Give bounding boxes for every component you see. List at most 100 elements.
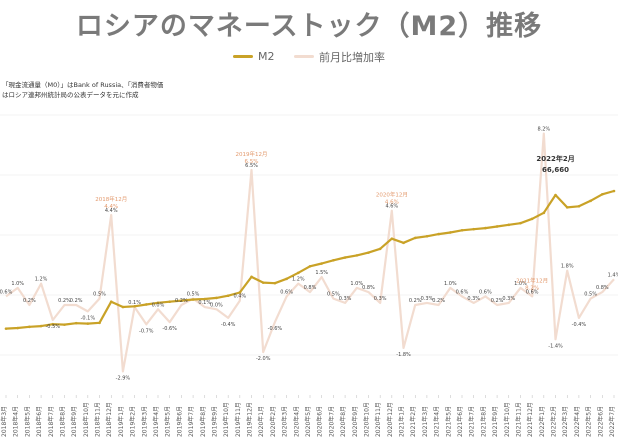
x-tick-label: 2021年11月 <box>514 402 522 437</box>
x-tick-label: 2021年5月 <box>444 406 452 437</box>
m2-point <box>51 322 55 326</box>
m2-point <box>98 321 101 325</box>
pct-data-label: 1.5% <box>315 270 328 276</box>
x-tick-label: 2018年6月 <box>35 406 43 437</box>
m2-point <box>203 297 207 301</box>
x-tick-label: 2020年3月 <box>281 406 289 437</box>
pct-callout-label: 2021年12月 <box>516 276 548 284</box>
pct-data-label: -0.7% <box>139 328 154 334</box>
pct-data-label: 0.6% <box>280 289 293 295</box>
pct-data-label: 0.6% <box>456 289 469 295</box>
pct-data-label: -0.5% <box>46 324 61 330</box>
pct-data-label: 1.8% <box>561 264 574 270</box>
pct-data-label: 0.2% <box>491 298 504 304</box>
x-tick-label: 2022年2月 <box>550 406 558 437</box>
m2-point <box>261 281 265 284</box>
x-tick-label: 2021年12月 <box>526 402 534 437</box>
x-tick-label: 2018年7月 <box>47 406 55 437</box>
pct-data-label: 1.2% <box>35 277 48 283</box>
pct-data-label: 1.0% <box>444 281 457 287</box>
x-tick-label: 2018年10月 <box>82 402 90 437</box>
x-tick-label: 2019年11月 <box>234 402 242 437</box>
m2-point <box>215 296 218 300</box>
legend-item-pct: 前月比増加率 <box>294 49 385 65</box>
m2-point <box>156 301 160 305</box>
pct-data-label: 1.0% <box>11 281 24 287</box>
m2-point <box>402 241 405 245</box>
m2-point <box>273 281 277 285</box>
pct-data-label: 0.5% <box>187 292 200 298</box>
x-tick-label: 2019年6月 <box>175 406 183 437</box>
x-tick-label: 2018年8月 <box>58 406 66 437</box>
pct-data-label: 1.0% <box>350 281 363 287</box>
pct-data-label: 0.8% <box>596 285 609 291</box>
m2-point <box>378 247 382 251</box>
x-tick-label: 2019年12月 <box>246 402 254 437</box>
x-tick-label: 2020年7月 <box>327 406 335 437</box>
x-tick-label: 2018年12月 <box>105 402 113 437</box>
pct-data-label: 0.3% <box>467 296 480 302</box>
m2-point <box>320 262 323 265</box>
m2-point <box>109 300 113 303</box>
x-tick-label: 2021年2月 <box>409 406 417 437</box>
x-tick-label: 2021年4月 <box>433 406 441 437</box>
x-tick-label: 2020年9月 <box>351 406 359 437</box>
x-tick-label: 2018年4月 <box>12 406 20 437</box>
m2-point <box>565 206 569 209</box>
m2-point <box>16 326 19 330</box>
m2-point <box>355 254 359 257</box>
x-tick-label: 2018年9月 <box>70 406 78 437</box>
pct-data-label: 0.1% <box>198 300 211 306</box>
pct-data-label: 8.2% <box>537 127 550 133</box>
x-tick-label: 2020年11月 <box>374 402 382 437</box>
pct-data-label: 0.6% <box>479 289 492 295</box>
m2-callout-label: 2022年2月 <box>536 154 574 163</box>
pct-data-label: 0.5% <box>327 292 340 298</box>
m2-point <box>554 193 557 197</box>
pct-data-label: -0.4% <box>221 322 236 328</box>
x-tick-label: 2022年4月 <box>573 406 581 437</box>
pct-data-label: 0.2% <box>175 298 188 304</box>
x-tick-label: 2019年4月 <box>152 406 160 437</box>
x-tick-label: 2018年11月 <box>94 402 102 437</box>
m2-point <box>28 325 31 329</box>
m2-point <box>250 275 253 279</box>
x-tick-label: 2019年8月 <box>199 406 207 437</box>
m2-point <box>297 271 300 275</box>
x-tick-label: 2020年10月 <box>362 402 370 437</box>
x-tick-label: 2020年12月 <box>386 402 394 437</box>
pct-data-label: -2.9% <box>116 375 131 381</box>
pct-data-label: 0.0% <box>152 302 165 308</box>
x-tick-label: 2022年6月 <box>596 406 604 437</box>
pct-data-label: 0.2% <box>409 298 422 304</box>
m2-point <box>530 217 534 221</box>
pct-data-label: 4.4% <box>105 208 118 214</box>
m2-point <box>449 231 452 234</box>
m2-point <box>145 303 148 306</box>
pct-data-label: 0.2% <box>432 298 445 304</box>
pct-data-label: 0.5% <box>584 292 597 298</box>
pct-data-label: 0.2% <box>70 298 83 304</box>
pct-data-label: 0.8% <box>304 285 317 291</box>
m2-point <box>39 324 43 328</box>
pct-data-label: 4.6% <box>385 204 398 210</box>
x-tick-label: 2019年1月 <box>117 406 125 437</box>
pct-callout-label: 2019年12月 <box>236 150 268 158</box>
pct-data-label: 0.8% <box>362 285 375 291</box>
pct-callout-label: 2020年12月 <box>376 191 408 199</box>
x-tick-label: 2020年5月 <box>304 406 312 437</box>
pct-callout-value: 8.2% <box>525 285 539 291</box>
pct-data-label: -0.4% <box>572 322 587 328</box>
pct-data-label: 1.0% <box>514 281 527 287</box>
x-tick-label: 2021年7月 <box>468 406 476 437</box>
m2-point <box>601 192 604 196</box>
pct-data-label: -1.8% <box>396 352 411 358</box>
x-tick-label: 2022年3月 <box>561 406 569 437</box>
m2-point <box>226 294 230 298</box>
pct-data-label: -1.4% <box>548 343 563 349</box>
x-tick-label: 2018年5月 <box>23 406 31 437</box>
pct-data-label: 0.2% <box>58 298 71 304</box>
source-notes: 「現金流通量（M0）」はBank of Russia、「消費者物価 はロシア連邦… <box>2 80 163 100</box>
m2-point <box>63 323 66 326</box>
x-tick-label: 2021年1月 <box>398 406 406 437</box>
